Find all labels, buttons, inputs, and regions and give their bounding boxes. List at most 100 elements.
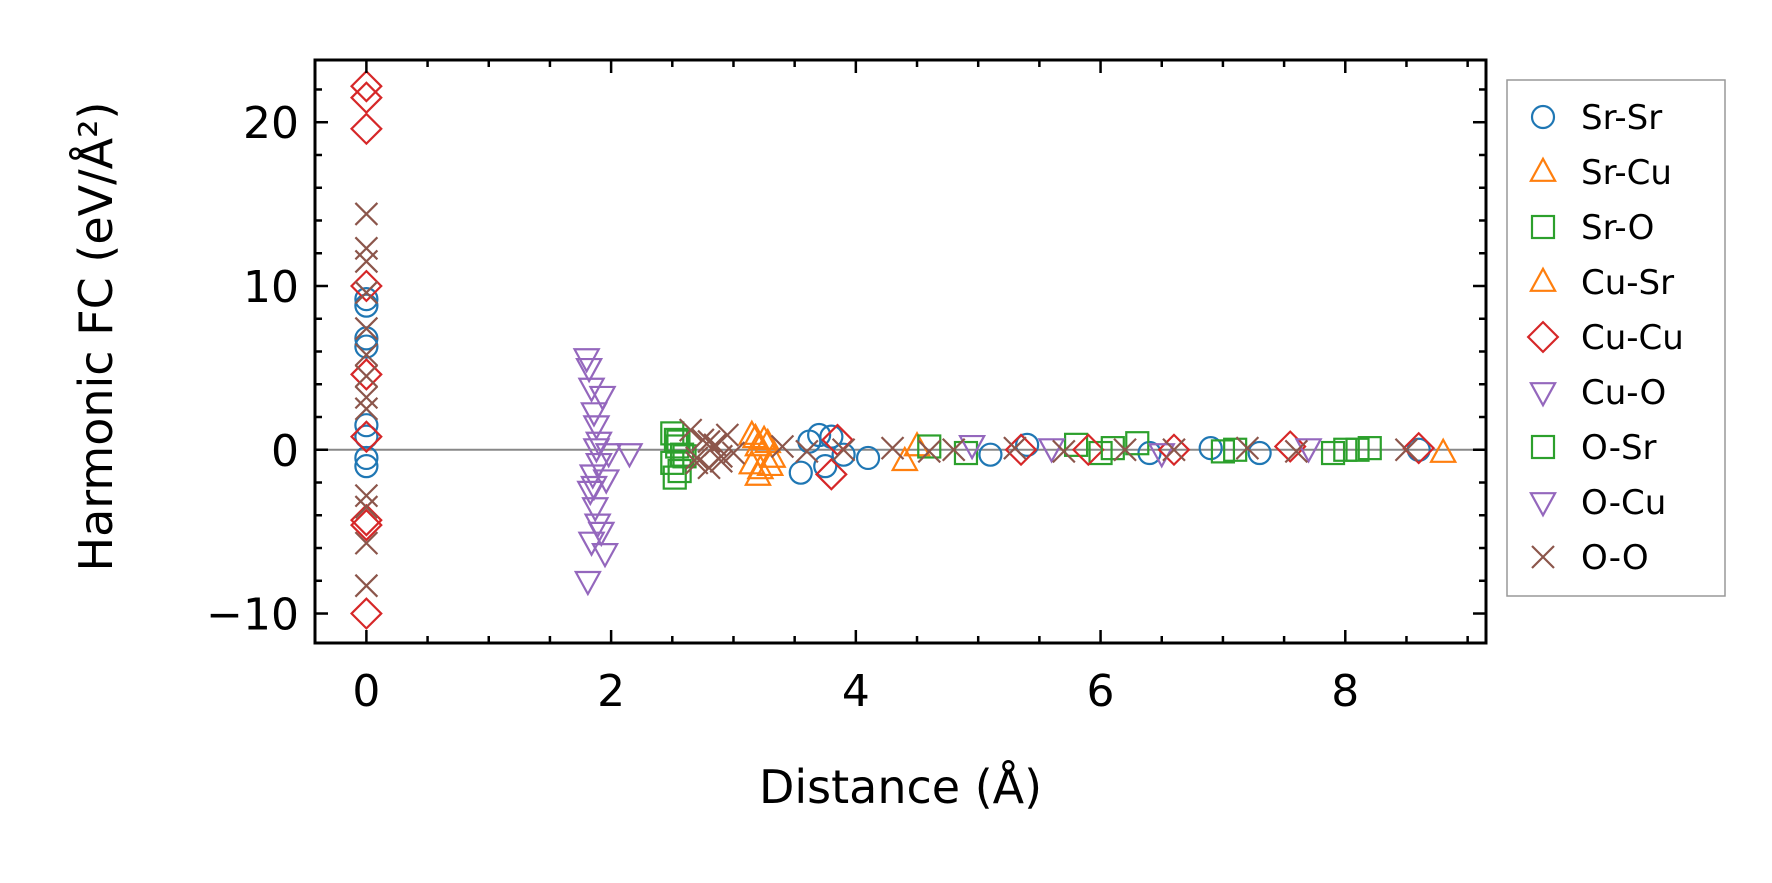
legend-marker <box>1530 434 1556 460</box>
axis-ticks <box>315 60 1486 643</box>
data-point <box>1345 437 1370 462</box>
data-point <box>354 397 379 421</box>
data-point <box>814 457 848 491</box>
data-point <box>588 385 617 412</box>
data-point <box>354 413 379 438</box>
data-point <box>354 385 379 410</box>
data-point <box>741 422 770 449</box>
data-point <box>1429 437 1458 463</box>
data-point <box>758 442 787 468</box>
data-point <box>1052 439 1076 464</box>
data-point <box>697 429 721 454</box>
data-point <box>795 439 819 464</box>
data-point <box>580 402 608 428</box>
data-point <box>580 475 608 502</box>
x-axis-label: Distance (Å) <box>759 760 1042 814</box>
data-point <box>349 503 383 537</box>
data-point <box>354 202 379 226</box>
data-point <box>1273 430 1307 463</box>
data-point <box>1402 431 1436 465</box>
data-point <box>354 495 379 519</box>
data-point <box>750 424 779 450</box>
data-point <box>1210 439 1236 464</box>
data-point <box>917 434 942 459</box>
data-point <box>591 543 619 569</box>
axis-tick-labels: 0 2 4 6 8 −10 0 10 20 <box>206 98 1359 717</box>
series-cu-o <box>572 348 1323 569</box>
data-point <box>354 236 379 261</box>
data-point <box>349 508 383 542</box>
data-point <box>592 469 621 495</box>
legend-marker <box>1526 320 1560 354</box>
data-point <box>349 269 383 303</box>
data-point <box>737 449 766 475</box>
x-tick-label: 6 <box>1087 666 1115 717</box>
data-point <box>941 437 966 462</box>
legend-box <box>1506 79 1726 597</box>
data-point <box>1247 440 1272 466</box>
data-point <box>703 433 727 457</box>
data-point <box>354 280 379 305</box>
data-point <box>572 348 601 374</box>
y-axis-label: Harmonic FC (eV/Å²) <box>69 102 123 572</box>
data-point <box>1063 432 1089 457</box>
data-point <box>354 364 379 388</box>
legend-label: Cu-Cu <box>1581 318 1684 358</box>
series-o-o <box>354 202 1419 598</box>
data-point <box>831 437 856 462</box>
legend-marker <box>1529 266 1557 292</box>
data-point <box>1235 436 1260 460</box>
legend-label: O-O <box>1581 538 1649 578</box>
data-point <box>855 445 881 471</box>
data-point <box>354 293 379 318</box>
x-tick-label: 4 <box>842 666 870 717</box>
data-point <box>582 438 611 464</box>
data-point <box>880 436 905 460</box>
data-point <box>349 420 383 454</box>
series-cu-sr <box>737 422 787 480</box>
data-point <box>1071 433 1105 467</box>
data-point <box>1294 438 1323 464</box>
data-point <box>349 69 383 103</box>
data-point <box>575 357 604 384</box>
series-sr-sr <box>354 286 1431 485</box>
legend-marker <box>1531 545 1555 569</box>
legend-label: O-Cu <box>1581 483 1666 523</box>
series-o-sr <box>663 427 1370 484</box>
data-markers <box>349 69 1458 630</box>
data-point <box>582 415 611 441</box>
legend-marker <box>1530 104 1556 130</box>
data-point <box>1284 439 1309 464</box>
x-tick-label: 8 <box>1331 666 1359 717</box>
data-point <box>663 427 689 453</box>
data-point <box>1394 437 1419 462</box>
data-point <box>573 570 602 597</box>
data-point <box>1357 436 1382 461</box>
y-tick-label: 10 <box>243 262 299 313</box>
data-point <box>584 452 613 479</box>
legend-label: Sr-Sr <box>1581 98 1662 138</box>
data-point <box>678 418 703 442</box>
data-point <box>594 443 623 469</box>
data-point <box>577 377 606 404</box>
data-point <box>721 441 746 465</box>
legend-marker <box>1529 156 1557 182</box>
data-point <box>770 434 795 459</box>
data-point <box>1333 437 1358 462</box>
data-point <box>615 443 644 469</box>
data-point <box>354 334 379 359</box>
legend-marker <box>1530 214 1556 240</box>
data-point <box>667 458 692 484</box>
data-point <box>953 440 979 466</box>
data-point <box>349 358 383 391</box>
y-tick-label: −10 <box>206 590 299 641</box>
series-o-cu <box>573 385 621 597</box>
data-point <box>1162 437 1186 462</box>
legend-label: Sr-O <box>1581 208 1654 248</box>
data-point <box>890 445 919 472</box>
data-point <box>354 531 379 555</box>
data-point <box>831 442 856 467</box>
data-point <box>1003 436 1027 460</box>
data-point <box>978 442 1003 467</box>
data-point <box>709 449 734 473</box>
